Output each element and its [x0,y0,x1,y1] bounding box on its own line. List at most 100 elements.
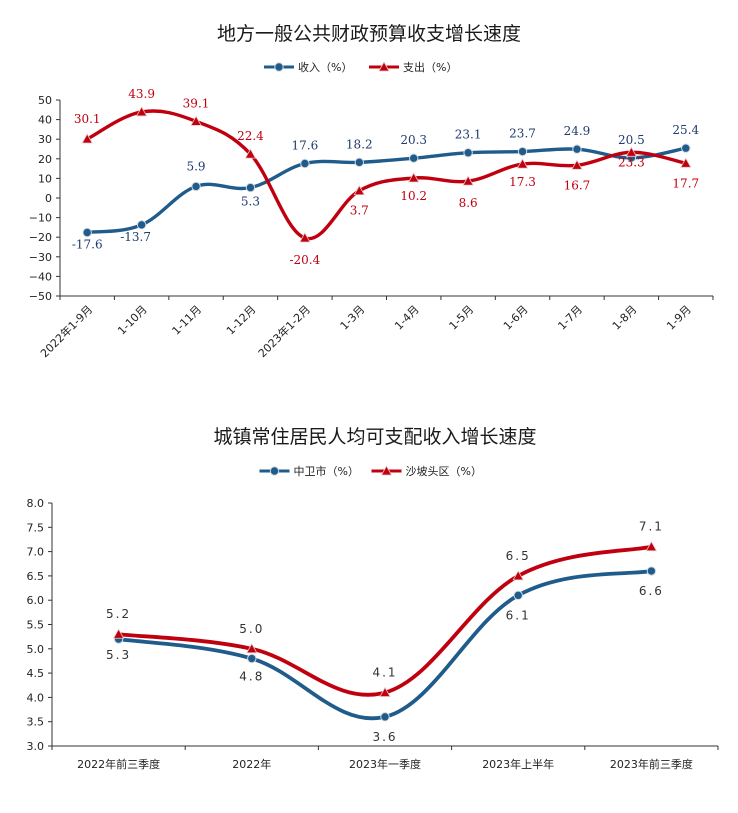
data-label: 6.5 [506,549,531,563]
x-tick-label: 2023年前三季度 [610,757,693,771]
chart1-legend: 收入（%） 支出（%） [264,60,457,74]
data-label: 17.6 [292,139,319,153]
data-point [516,158,529,169]
data-label: 22.4 [237,129,264,143]
data-label: 4.1 [372,666,397,680]
chart2-axes: 8.0 7.5 7.0 6.5 6.0 5.5 5.0 4.5 4.0 3.5 3.0 2022年前三… [27,497,719,771]
x-tick-label: 2023年上半年 [482,757,554,771]
data-point [571,159,583,170]
data-label: 18.2 [346,137,373,151]
x-tick-label: 1-8月 [610,303,640,333]
data-label: -13.7 [120,230,151,244]
data-point [680,157,692,168]
data-label: 5.9 [186,159,205,173]
x-tick-label: 1-3月 [338,303,368,333]
data-point [136,220,147,230]
chart2-legend: 中卫市（%） 沙坡头区（%） [259,464,482,478]
data-label: 3.6 [372,730,397,744]
x-tick-label: 1-11月 [170,303,205,338]
data-point [408,172,420,183]
data-label: 16.7 [564,178,591,192]
data-point [112,628,125,639]
data-point [463,148,473,158]
y-tick-label: 6.0 [27,594,45,607]
data-point [462,175,474,186]
y-tick-label: 7.5 [27,521,45,534]
chart1-series: -17.6 -13.7 5.9 5.3 17.6 18.2 20.3 23.1 23.7 24.9… [72,87,700,267]
chart-disposable-income: 城镇常住居民人均可支配收入增长速度 中卫市（%） 沙坡头区（%） 8.0 7.5 7.… [27,426,719,771]
data-label: 5.0 [239,622,264,636]
data-label: 5.2 [106,607,131,621]
y-tick-label: 40 [38,114,52,127]
legend-marker-1 [380,465,393,476]
x-tick-label: 1-5月 [447,303,477,333]
data-label: 20.3 [400,133,427,147]
data-label: 30.1 [74,112,101,126]
legend-marker-0 [274,62,284,72]
data-label: 23.3 [618,155,645,169]
y-tick-label: 8.0 [27,497,45,510]
data-point [646,566,657,576]
data-point [517,146,528,157]
y-tick-label: −50 [29,290,52,303]
legend-marker-1 [378,61,390,72]
data-label: 6.1 [506,608,531,622]
y-tick-label: 4.0 [27,691,45,704]
data-point [353,184,365,196]
legend-marker-0 [269,466,280,476]
data-point [681,143,691,153]
y-tick-label: 10 [38,172,52,185]
data-label: 17.7 [672,176,699,190]
data-label: 17.3 [509,175,536,189]
x-tick-label: 2022年 [232,757,271,771]
data-label: 43.9 [128,87,155,101]
data-point [409,153,419,163]
y-tick-label: 30 [38,133,52,146]
y-tick-label: −20 [29,231,52,244]
data-label: 3.7 [350,204,369,218]
data-point [190,115,202,126]
legend-label-0: 收入（%） [298,60,352,74]
data-point [379,686,391,697]
data-label: 23.1 [455,128,482,142]
data-label: 8.6 [459,196,478,210]
data-label: 5.3 [106,648,131,662]
data-label: 23.7 [509,127,536,141]
data-point [300,158,310,169]
data-point [135,106,148,117]
data-point [513,590,523,601]
data-point [246,642,258,654]
data-label: -17.6 [72,237,103,251]
chart-revenue-expenditure: 地方一般公共财政预算收支增长速度 收入（%） 支出（%） 50 40 30 20 10 0 −… [29,23,714,360]
data-label: 6.6 [639,584,664,598]
x-tick-label: 1-9月 [664,303,694,333]
legend-label-1: 沙坡头区（%） [406,465,482,478]
chart2-series: 5.3 4.8 3.6 6.1 6.6 5.2 5.0 4.1 6.5 7.1 [106,520,664,744]
data-point [244,148,257,159]
data-point [299,232,311,243]
legend-label-1: 支出（%） [403,60,457,74]
data-point [245,182,256,193]
series-line-1 [86,109,687,241]
data-point [82,227,92,238]
data-label: -20.4 [289,253,320,267]
data-label: 24.9 [564,124,591,138]
x-tick-label: 2022年前三季度 [77,757,160,771]
data-point [191,181,201,192]
y-tick-label: −40 [29,270,52,283]
x-tick-label: 2023年一季度 [349,757,421,771]
y-tick-label: 20 [38,153,52,166]
data-label: 7.1 [639,520,664,534]
data-label: 25.4 [672,123,699,137]
data-point [572,144,582,154]
y-tick-label: 3.5 [27,716,45,729]
y-tick-label: 50 [38,94,52,107]
y-tick-label: 6.5 [27,570,45,583]
data-label: 20.5 [618,133,645,147]
chart1-title: 地方一般公共财政预算收支增长速度 [217,23,521,45]
y-tick-label: −30 [29,251,52,264]
y-tick-label: 7.0 [27,546,45,559]
chart2-title: 城镇常住居民人均可支配收入增长速度 [213,426,536,448]
y-tick-label: 5.5 [27,619,45,632]
